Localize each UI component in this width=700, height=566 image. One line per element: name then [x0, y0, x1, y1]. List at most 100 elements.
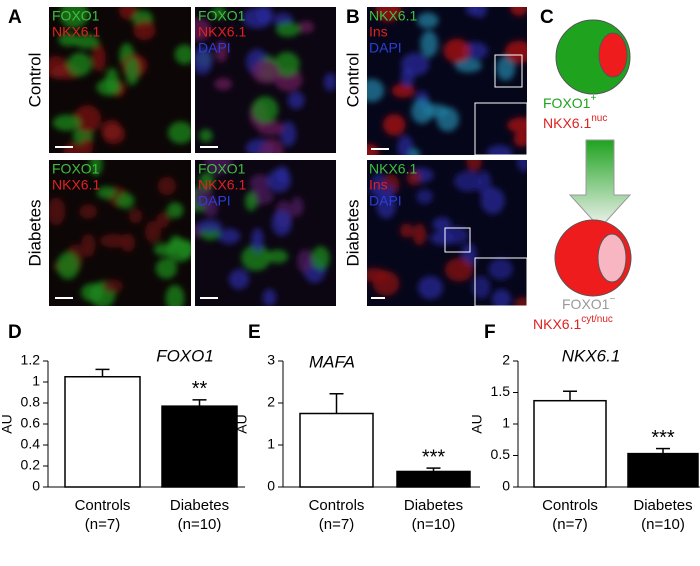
cell: [454, 171, 483, 192]
cell: [156, 212, 170, 228]
channel-label: FOXO1: [52, 161, 100, 177]
cell: [49, 197, 66, 226]
cell: [391, 83, 415, 98]
cell: [466, 160, 482, 172]
marker-label: NKX6.1cyt/nuc: [533, 314, 613, 332]
y-tick-label: 1: [267, 436, 275, 452]
marker: FOXO1: [543, 95, 591, 111]
row-label: Diabetes: [343, 199, 362, 266]
marker-label: NKX6.1nuc: [543, 113, 607, 131]
cell: [251, 60, 280, 84]
cell: [58, 32, 79, 47]
cell: [120, 233, 136, 252]
n-label: (n=7): [85, 516, 120, 533]
arrow: [568, 139, 632, 229]
cell: [510, 7, 527, 16]
cell: [442, 226, 469, 245]
y-tick-label: 1.5: [491, 383, 511, 399]
cell: [252, 96, 279, 123]
y-tick-label: 1.2: [21, 352, 41, 368]
y-tick-label: 0: [502, 478, 510, 494]
channel-label: NKX6.1: [369, 161, 417, 177]
cell: [486, 145, 513, 155]
y-tick-label: 0: [267, 478, 275, 494]
cell: [73, 105, 102, 133]
cell: [214, 77, 233, 91]
category-label: Controls: [542, 497, 598, 514]
cell: [241, 244, 271, 271]
cell: [496, 55, 516, 81]
cell-group: [195, 7, 336, 153]
channel-label: FOXO1: [198, 161, 246, 177]
cell: [367, 78, 385, 102]
cell: [514, 297, 527, 306]
cell: [81, 233, 96, 258]
channel-label: NKX6.1: [52, 24, 100, 40]
cell-group: [367, 160, 527, 306]
cell: [416, 189, 433, 204]
cell: [174, 44, 191, 65]
cell: [196, 219, 223, 233]
panel-label: B: [346, 7, 360, 28]
cell: [297, 249, 313, 274]
inset: [474, 257, 528, 307]
cell: [102, 279, 123, 293]
channel-label: FOXO1: [198, 8, 246, 24]
cell: [118, 7, 137, 20]
cell: [274, 51, 300, 77]
bar-chart: 0 0.2 0.4 0.6 0.8 1 1.2 AU FOXO1 Controls (n=7) Dia…: [0, 346, 245, 533]
cell: [92, 44, 106, 72]
marker-sup: +: [590, 93, 596, 104]
bar: [299, 412, 374, 488]
y-tick-label: 3: [267, 352, 275, 368]
category-label: Diabetes: [404, 497, 463, 514]
cell: [79, 204, 98, 219]
cell: [488, 258, 513, 280]
panel-label: C: [540, 7, 554, 28]
bar-chart: 0 1 2 3 AU MAFA Controls (n=7) Diabetes (n=10) ***: [234, 352, 480, 533]
cells: [49, 7, 527, 306]
cell: [59, 7, 89, 29]
y-tick-label: 0.4: [21, 436, 41, 452]
y-tick-label: 2: [267, 394, 275, 410]
channel-label: NKX6.1: [52, 177, 100, 193]
n-label: (n=10): [412, 516, 456, 533]
bar-chart: 0 0.5 1 1.5 2 AU NKX6.1 Controls (n=7) Diabetes (n…: [469, 346, 700, 533]
y-tick-label: 0.6: [21, 415, 41, 431]
bar: [161, 405, 238, 488]
cell: [383, 114, 406, 136]
cell: [298, 20, 314, 33]
charts: 0 0.2 0.4 0.6 0.8 1 1.2 AU FOXO1 Controls (n=7) Dia…: [0, 346, 700, 533]
cell: [166, 202, 184, 219]
cell: [491, 289, 512, 306]
y-tick-label: 0.8: [21, 394, 41, 410]
n-label: (n=10): [178, 516, 222, 533]
cell: [436, 107, 460, 132]
roi-box: [444, 227, 471, 253]
cell: [167, 121, 191, 144]
cell: [444, 257, 474, 282]
marker-label: FOXO1+: [543, 93, 596, 111]
nucleus: [597, 233, 627, 283]
cell: [199, 129, 213, 143]
category-label: Diabetes: [170, 497, 229, 514]
cell: [249, 174, 271, 192]
y-tick-label: 0: [32, 478, 40, 494]
channel-label: FOXO1: [52, 8, 100, 24]
panel-label: F: [484, 322, 496, 343]
channel-label: DAPI: [369, 40, 402, 56]
cell: [218, 228, 241, 244]
cell: [128, 208, 143, 224]
cell: [262, 288, 277, 306]
y-axis-label: AU: [234, 414, 250, 433]
significance: ***: [651, 427, 675, 449]
cell: [260, 138, 284, 153]
cell: [267, 249, 289, 264]
channel-label: DAPI: [198, 193, 231, 209]
cell: [49, 56, 68, 79]
marker-sup: −: [609, 294, 615, 305]
cell: [411, 98, 434, 124]
cell: [204, 160, 233, 175]
marker: NKX6.1: [543, 115, 591, 131]
